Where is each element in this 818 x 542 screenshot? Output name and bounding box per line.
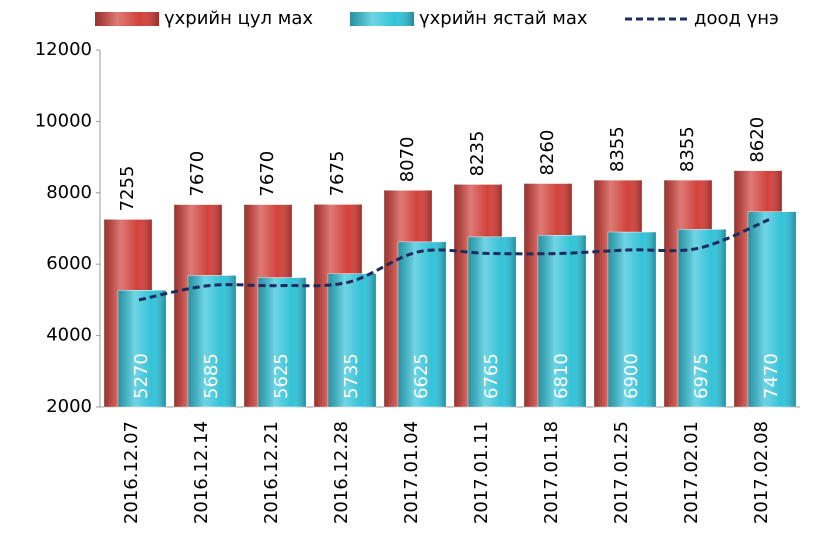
data-label: 5735	[341, 353, 362, 399]
y-tick-label: 10000	[35, 110, 92, 131]
data-label: 8620	[747, 117, 768, 163]
data-label: 5625	[271, 353, 292, 399]
bar-shade	[608, 232, 656, 407]
data-label: 6975	[691, 353, 712, 399]
data-label: 6810	[551, 353, 572, 399]
x-tick-label: 2017.02.01	[681, 421, 702, 524]
bar-shade	[258, 277, 306, 407]
x-tick-label: 2016.12.14	[191, 421, 212, 524]
bar-shade	[328, 273, 376, 407]
bar-shade	[748, 211, 796, 407]
data-label: 5270	[131, 353, 152, 399]
legend-swatch-shade	[350, 12, 414, 26]
y-tick-label: 4000	[46, 325, 92, 346]
y-tick-label: 2000	[46, 396, 92, 417]
bar-shade	[188, 275, 236, 407]
data-label: 7670	[187, 151, 208, 197]
bar-shade	[398, 241, 446, 407]
data-label: 7470	[761, 353, 782, 399]
data-label: 8355	[677, 126, 698, 172]
legend-swatch-shade	[95, 12, 159, 26]
data-label: 6900	[621, 353, 642, 399]
data-label: 7675	[327, 151, 348, 197]
x-tick-label: 2017.02.08	[751, 421, 772, 524]
bar-shade	[678, 229, 726, 407]
bar-shade	[468, 236, 516, 407]
data-label: 8355	[607, 126, 628, 172]
y-tick-label: 8000	[46, 182, 92, 203]
legend-label: доод үнэ	[694, 8, 779, 29]
y-tick-label: 12000	[35, 39, 92, 60]
x-tick-label: 2017.01.11	[471, 421, 492, 524]
bar-shade	[118, 290, 166, 407]
data-label: 6765	[481, 353, 502, 399]
y-tick-label: 6000	[46, 253, 92, 274]
data-label: 8235	[467, 131, 488, 177]
data-label: 5685	[201, 353, 222, 399]
data-label: 7670	[257, 151, 278, 197]
data-label: 8070	[397, 136, 418, 182]
x-tick-label: 2016.12.28	[331, 421, 352, 524]
line	[138, 218, 770, 302]
x-tick-label: 2016.12.21	[261, 421, 282, 524]
x-tick-label: 2017.01.25	[611, 421, 632, 524]
data-label: 6625	[411, 353, 432, 399]
x-tick-label: 2017.01.18	[541, 421, 562, 524]
legend-label: үхрийн цул мах	[164, 8, 313, 29]
legend-label: үхрийн ястай мах	[419, 8, 588, 29]
x-tick-label: 2017.01.04	[401, 421, 422, 524]
data-label: 8260	[537, 130, 558, 176]
x-tick-label: 2016.12.07	[121, 421, 142, 524]
bar-shade	[538, 235, 586, 407]
data-label: 7255	[117, 166, 138, 212]
